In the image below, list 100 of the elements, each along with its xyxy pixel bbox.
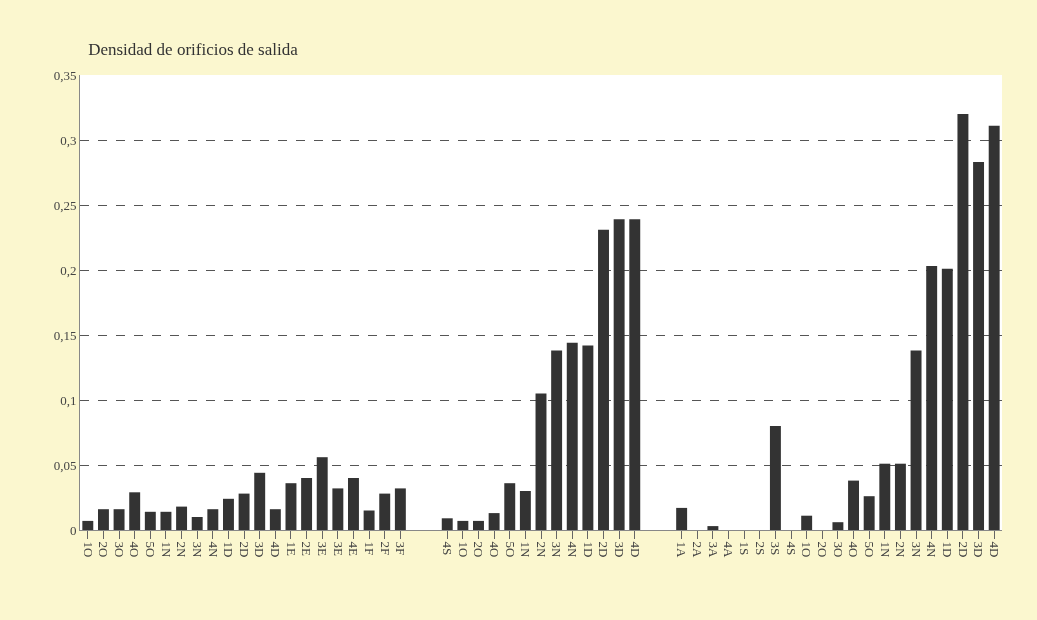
bar: [332, 488, 344, 530]
y-tick-label: 0,35: [53, 67, 77, 83]
bar: [191, 517, 203, 530]
x-tick-label: 4D: [986, 541, 1002, 558]
x-tick-label: 1D: [940, 541, 956, 558]
bar: [941, 268, 953, 530]
x-tick-label: 1D: [580, 541, 596, 558]
bar: [379, 493, 391, 530]
bar: [801, 515, 813, 530]
y-tick-label: 0,3: [60, 132, 77, 148]
x-tick-label: 4D: [627, 541, 643, 558]
bar: [582, 345, 594, 530]
x-tick-label: 3S: [768, 541, 784, 556]
x-tick-label: 1E: [283, 541, 299, 557]
bar: [301, 478, 313, 530]
bar: [97, 509, 109, 530]
bar: [238, 493, 250, 530]
x-tick-label: 3D: [611, 541, 627, 558]
x-tick-label: 4O: [486, 541, 502, 558]
bar: [832, 522, 844, 530]
bar: [973, 162, 985, 530]
bar: [82, 520, 94, 530]
bar: [176, 506, 188, 530]
x-tick-label: 1N: [518, 541, 534, 559]
bar: [707, 526, 719, 530]
bar: [613, 219, 625, 530]
x-tick-label: 3E: [330, 541, 346, 557]
bar: [113, 509, 125, 530]
x-tick-label: 4N: [205, 541, 221, 559]
bar: [863, 496, 875, 530]
bar: [769, 426, 781, 530]
x-tick-label: 4S: [783, 541, 799, 556]
x-tick-label: 4A: [721, 541, 737, 559]
x-tick-label: 3O: [830, 541, 846, 558]
x-tick-label: 4N: [924, 541, 940, 559]
bar: [519, 491, 531, 530]
x-tick-label: 2N: [893, 541, 909, 559]
x-tick-label: 1O: [455, 541, 471, 558]
x-tick-label: 2O: [471, 541, 487, 558]
x-tick-label: 1N: [877, 541, 893, 559]
bar: [457, 520, 469, 530]
x-tick-label: 3F: [393, 541, 409, 556]
bar: [473, 520, 484, 530]
bar: [926, 266, 938, 530]
x-tick-label: 3D: [252, 541, 268, 558]
x-tick-label: 5O: [143, 541, 159, 558]
x-tick-label: 1O: [80, 541, 96, 558]
bar: [254, 472, 266, 530]
bar: [676, 507, 688, 530]
x-tick-label: 3A: [705, 541, 721, 559]
x-tick-label: 2O: [96, 541, 112, 558]
x-tick-label: 2S: [752, 541, 768, 556]
bar: [988, 125, 1000, 530]
x-tick-label: 2A: [690, 541, 706, 559]
y-tick-label: 0,2: [60, 262, 77, 278]
bar: [629, 219, 641, 530]
y-tick-label: 0,25: [53, 197, 77, 213]
chart-title: Densidad de orificios de salida: [88, 40, 299, 60]
x-tick-label: 5O: [502, 541, 518, 558]
bar: [488, 513, 500, 530]
bar: [285, 483, 297, 530]
x-tick-label: 4O: [846, 541, 862, 558]
bar: [566, 342, 578, 530]
bar: [551, 350, 563, 530]
bar: [910, 350, 922, 530]
x-tick-label: 2D: [955, 541, 971, 558]
bar: [316, 457, 328, 530]
x-tick-label: 1D: [221, 541, 237, 558]
x-tick-label: 3D: [971, 541, 987, 558]
bar: [598, 229, 609, 530]
x-tick-label: 2E: [299, 541, 315, 557]
x-tick-label: 3N: [549, 541, 565, 559]
y-tick-label: 0,05: [53, 457, 77, 473]
bar: [894, 463, 906, 530]
bar: [363, 510, 375, 530]
x-tick-label: 2N: [533, 541, 549, 559]
x-tick-label: 3N: [908, 541, 924, 559]
x-tick-label: 1A: [674, 541, 690, 559]
x-tick-label: 3O: [111, 541, 127, 558]
x-tick-label: 4O: [127, 541, 143, 558]
bar: [394, 488, 406, 530]
x-tick-label: 1O: [799, 541, 815, 558]
bar: [144, 511, 156, 530]
bar: [957, 114, 969, 530]
bar: [848, 480, 860, 530]
bar: [269, 509, 281, 530]
bar: [160, 511, 172, 530]
x-tick-label: 3N: [189, 541, 205, 559]
y-tick-label: 0: [69, 522, 77, 538]
bar: [129, 492, 141, 530]
x-tick-label: 4S: [440, 541, 456, 556]
bar: [222, 498, 234, 530]
x-tick-label: 4D: [268, 541, 284, 558]
x-tick-label: 2D: [596, 541, 612, 558]
x-tick-label: 3E: [314, 541, 330, 557]
x-tick-label: 2F: [377, 541, 393, 556]
bar: [441, 518, 453, 530]
x-tick-label: 1F: [361, 541, 377, 556]
bar: [504, 483, 516, 530]
x-tick-label: 1S: [736, 541, 752, 556]
